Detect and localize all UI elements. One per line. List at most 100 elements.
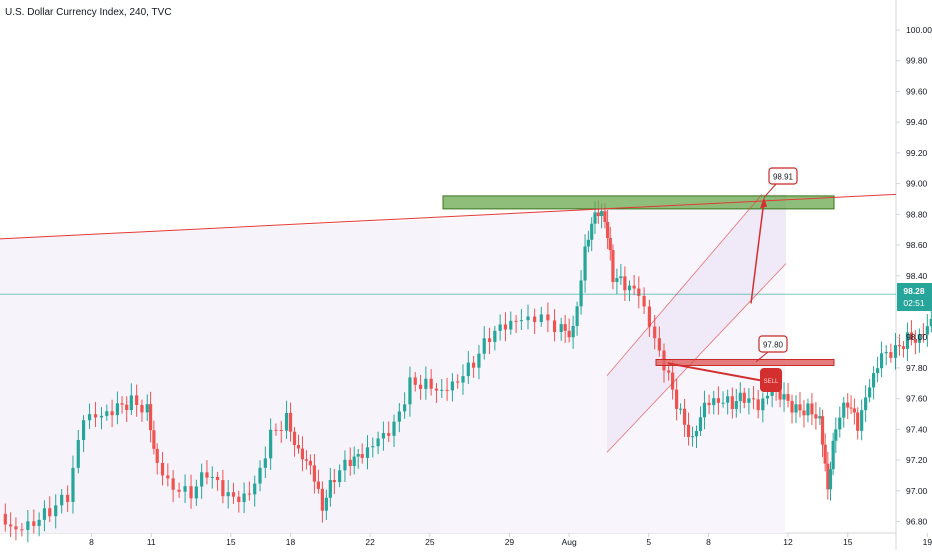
candle[interactable]: [54, 494, 58, 529]
candle[interactable]: [371, 437, 375, 458]
candle[interactable]: [852, 398, 856, 425]
candle[interactable]: [166, 463, 170, 487]
candle[interactable]: [3, 503, 7, 532]
candle[interactable]: [284, 400, 289, 439]
sell-pointer[interactable]: [667, 362, 761, 382]
candle[interactable]: [498, 314, 502, 341]
candle[interactable]: [707, 394, 711, 415]
candle[interactable]: [332, 468, 336, 495]
candle[interactable]: [135, 384, 139, 417]
candle[interactable]: [258, 460, 262, 492]
candle[interactable]: [583, 234, 587, 293]
candle[interactable]: [905, 322, 910, 362]
candle[interactable]: [653, 314, 657, 350]
channel-upper-line[interactable]: [606, 194, 763, 376]
target-callout[interactable]: 98.91: [768, 167, 798, 185]
candle[interactable]: [637, 276, 641, 309]
candle[interactable]: [324, 489, 328, 520]
candle[interactable]: [429, 369, 433, 396]
candle[interactable]: [509, 311, 513, 335]
candle[interactable]: [42, 500, 47, 532]
candle[interactable]: [734, 388, 738, 418]
candle[interactable]: [365, 435, 370, 470]
candle[interactable]: [177, 482, 181, 498]
candle[interactable]: [231, 482, 236, 504]
candle[interactable]: [296, 434, 301, 454]
candle[interactable]: [445, 377, 449, 401]
candle[interactable]: [450, 373, 454, 402]
candle[interactable]: [242, 482, 246, 514]
candle[interactable]: [300, 436, 305, 472]
candle[interactable]: [559, 317, 563, 341]
candle[interactable]: [802, 400, 806, 428]
candle[interactable]: [477, 344, 481, 380]
candle[interactable]: [730, 387, 734, 419]
candle[interactable]: [279, 420, 283, 443]
candle[interactable]: [14, 517, 18, 541]
candle[interactable]: [503, 312, 508, 342]
candle[interactable]: [619, 264, 623, 286]
candle[interactable]: [338, 464, 342, 488]
candle[interactable]: [929, 310, 932, 333]
candle[interactable]: [756, 390, 760, 419]
candle[interactable]: [487, 327, 492, 355]
candle[interactable]: [247, 481, 252, 501]
candle[interactable]: [403, 392, 407, 419]
candle[interactable]: [909, 320, 914, 346]
candle[interactable]: [183, 474, 187, 503]
candle[interactable]: [702, 390, 707, 430]
candle[interactable]: [253, 475, 257, 507]
candle[interactable]: [826, 451, 830, 500]
candle[interactable]: [897, 334, 902, 356]
candle[interactable]: [466, 351, 470, 384]
candle[interactable]: [889, 343, 893, 363]
candle[interactable]: [586, 230, 590, 253]
candle[interactable]: [678, 403, 683, 415]
candle[interactable]: [356, 448, 360, 469]
resistance-zone[interactable]: [442, 195, 835, 210]
candle[interactable]: [115, 391, 120, 425]
candle[interactable]: [9, 512, 13, 538]
candle[interactable]: [81, 415, 86, 453]
candle[interactable]: [105, 404, 109, 421]
candle[interactable]: [552, 309, 557, 342]
candle[interactable]: [627, 280, 632, 302]
candle[interactable]: [798, 392, 802, 418]
candle[interactable]: [751, 386, 756, 410]
candle[interactable]: [875, 356, 880, 383]
candle[interactable]: [456, 374, 460, 389]
candle[interactable]: [20, 523, 24, 537]
candle[interactable]: [590, 217, 594, 252]
channel-lower-line[interactable]: [606, 263, 787, 453]
candle[interactable]: [26, 509, 30, 543]
candle[interactable]: [872, 366, 876, 400]
candle[interactable]: [424, 366, 428, 400]
candle[interactable]: [738, 382, 742, 414]
candle[interactable]: [747, 388, 751, 415]
candle[interactable]: [434, 383, 439, 403]
candle[interactable]: [742, 387, 746, 409]
candle[interactable]: [76, 429, 80, 474]
candle[interactable]: [828, 461, 833, 501]
candle[interactable]: [675, 378, 679, 421]
support-zone[interactable]: [655, 358, 835, 366]
candle[interactable]: [698, 406, 703, 437]
candle[interactable]: [418, 374, 423, 400]
candle[interactable]: [901, 340, 906, 358]
candle[interactable]: [316, 469, 320, 494]
candle[interactable]: [320, 481, 324, 523]
candle[interactable]: [831, 432, 835, 476]
candle[interactable]: [215, 471, 220, 491]
candle[interactable]: [472, 355, 476, 378]
candle[interactable]: [189, 474, 193, 509]
candle[interactable]: [376, 431, 380, 455]
candle[interactable]: [87, 403, 92, 429]
candle[interactable]: [308, 454, 313, 475]
candle[interactable]: [205, 460, 209, 485]
candle[interactable]: [846, 393, 850, 420]
candle[interactable]: [575, 301, 579, 336]
candle[interactable]: [160, 452, 165, 486]
candle[interactable]: [690, 426, 695, 447]
candle[interactable]: [917, 328, 921, 353]
